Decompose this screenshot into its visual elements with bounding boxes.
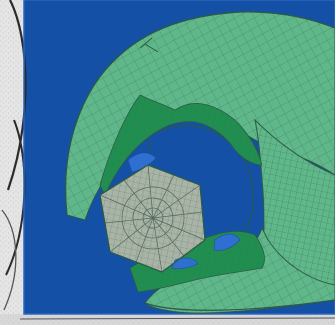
contact-zones — [127, 152, 241, 270]
paper-strip-bottom — [0, 314, 335, 325]
mesh-marks — [139, 37, 159, 53]
paper-strip-left — [0, 0, 27, 325]
frame-edge — [23, 0, 335, 315]
bolt-head — [99, 164, 206, 273]
jaw-outlines — [65, 11, 335, 311]
